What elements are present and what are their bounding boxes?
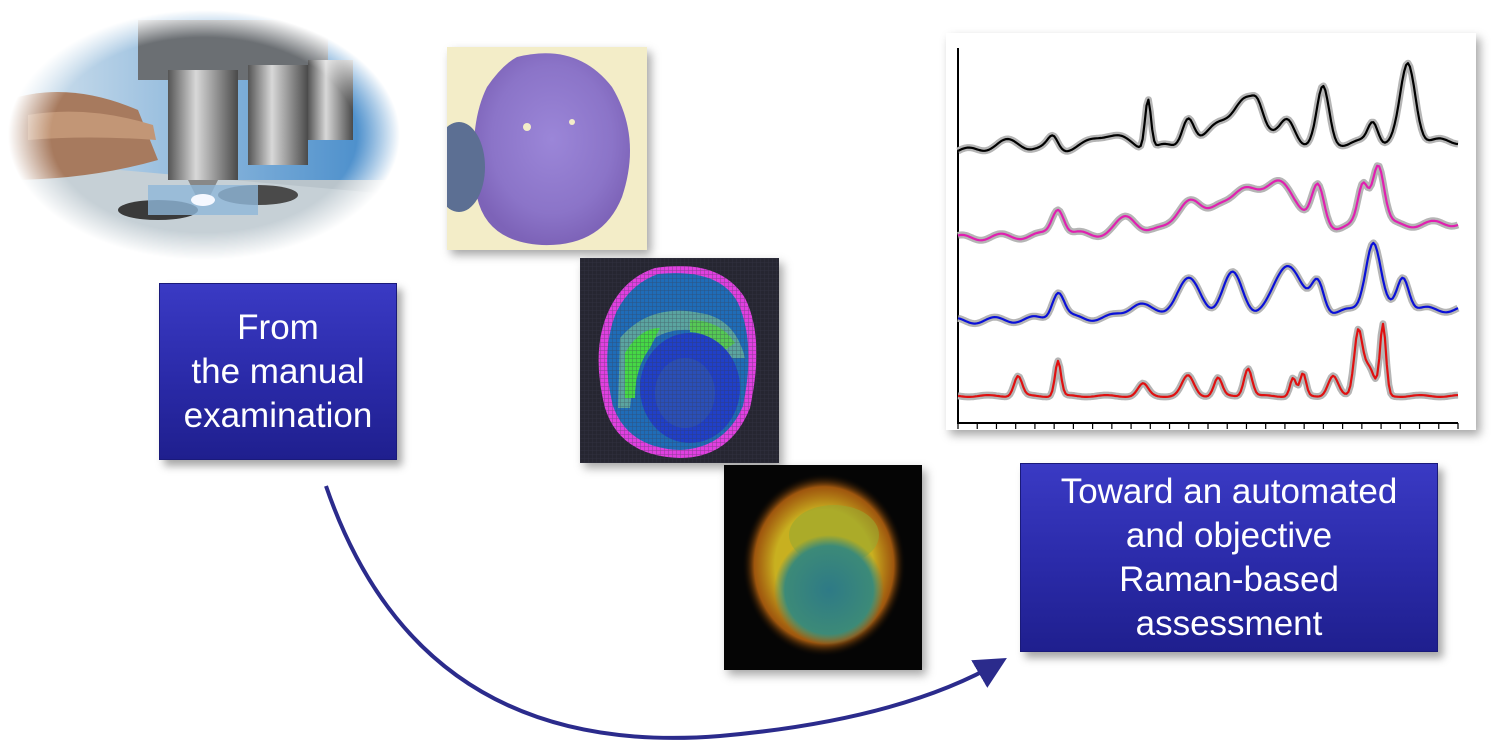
- microscope-photo: [8, 10, 400, 260]
- raman-intensity-image: [724, 465, 922, 670]
- spectrum-line-3: [957, 241, 1459, 325]
- spectrum-line-1: [957, 62, 1459, 153]
- left-box-line-2: the manual: [191, 351, 365, 391]
- right-box-line-1: Toward an automated: [1060, 471, 1398, 511]
- stained-cell-micrograph: [447, 47, 647, 250]
- right-box-line-4: assessment: [1135, 603, 1323, 643]
- raman-cluster-map: [580, 258, 779, 463]
- left-box-line-1: From: [237, 307, 319, 347]
- spectrum-std-band: [956, 320, 1460, 401]
- manual-examination-box: From the manual examination: [159, 283, 397, 460]
- raman-assessment-box: Toward an automated and objective Raman-…: [1020, 463, 1438, 652]
- spectrum-line-2: [957, 164, 1459, 242]
- left-box-line-3: examination: [183, 395, 373, 435]
- right-box-line-3: Raman-based: [1119, 559, 1339, 599]
- spectrum-std-band: [956, 59, 1460, 155]
- raman-spectra-chart: [946, 33, 1476, 430]
- right-box-line-2: and objective: [1125, 515, 1333, 555]
- spectrum-line-4: [957, 322, 1459, 398]
